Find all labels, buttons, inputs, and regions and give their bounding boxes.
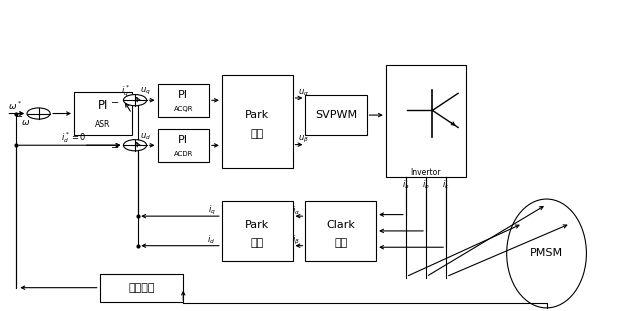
Bar: [386, 65, 466, 177]
Bar: [222, 75, 293, 168]
Text: −: −: [111, 143, 120, 153]
Text: −: −: [15, 112, 23, 122]
Text: ACQR: ACQR: [174, 106, 193, 112]
Ellipse shape: [507, 199, 586, 308]
Text: $u_q$: $u_q$: [140, 86, 151, 97]
Text: $i^*_d=0$: $i^*_d=0$: [61, 130, 87, 145]
Text: PI: PI: [98, 99, 108, 112]
Text: $u_d$: $u_d$: [140, 132, 151, 142]
Text: Clark: Clark: [327, 220, 355, 230]
Bar: [158, 129, 209, 162]
Text: PI: PI: [178, 135, 188, 145]
Bar: [74, 92, 132, 135]
Text: $i_a$: $i_a$: [402, 179, 410, 191]
Text: $i^*_q$: $i^*_q$: [121, 84, 130, 99]
Text: −: −: [111, 98, 120, 108]
Text: Park: Park: [245, 220, 269, 230]
Bar: [158, 84, 209, 117]
Text: 变换: 变换: [251, 238, 264, 248]
Text: $u_\alpha$: $u_\alpha$: [298, 87, 309, 98]
Text: $\omega$: $\omega$: [21, 118, 30, 127]
Text: $i_q$: $i_q$: [208, 204, 215, 217]
Text: $i_\beta$: $i_\beta$: [293, 234, 300, 247]
Text: PI: PI: [178, 90, 188, 100]
Circle shape: [27, 108, 50, 119]
Bar: [305, 95, 367, 135]
Bar: [305, 201, 376, 261]
Text: 变换: 变换: [334, 238, 347, 248]
Text: 变换: 变换: [251, 129, 264, 139]
Text: ACDR: ACDR: [174, 151, 193, 157]
Circle shape: [123, 140, 147, 151]
Text: $\omega^*$: $\omega^*$: [8, 100, 23, 112]
Text: $i_d$: $i_d$: [207, 234, 215, 246]
Text: $i_b$: $i_b$: [422, 179, 430, 191]
Text: PMSM: PMSM: [530, 248, 563, 258]
Text: $i_\alpha$: $i_\alpha$: [292, 204, 300, 217]
Text: Park: Park: [245, 110, 269, 120]
Bar: [100, 274, 183, 302]
Text: 速度检测: 速度检测: [128, 283, 155, 293]
Text: ASR: ASR: [95, 120, 111, 129]
Text: Invertor: Invertor: [411, 168, 441, 177]
Circle shape: [123, 95, 147, 106]
Text: $u_\beta$: $u_\beta$: [298, 133, 309, 145]
Bar: [222, 201, 293, 261]
Text: $i_c$: $i_c$: [442, 179, 450, 191]
Text: SVPWM: SVPWM: [315, 110, 357, 120]
